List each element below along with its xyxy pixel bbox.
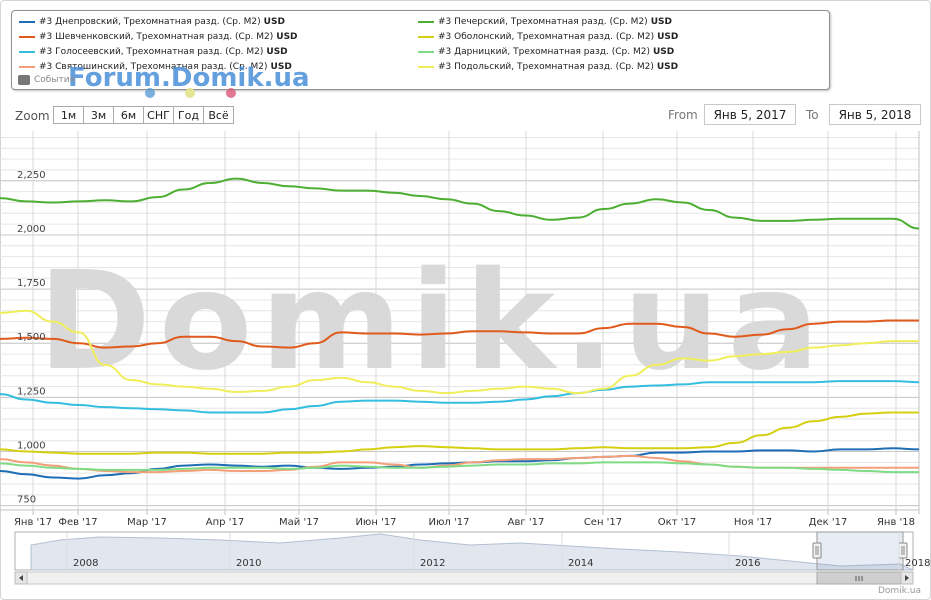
- legend-item[interactable]: #3 Днепровский, Трехомнатная разд. (Ср. …: [19, 16, 285, 28]
- logo-dot-blue: [145, 88, 155, 98]
- navigator-year-label: 2014: [568, 558, 593, 569]
- y-tick-label: 1,750: [17, 278, 46, 289]
- from-date-input[interactable]: Янв 5, 2017: [704, 104, 796, 125]
- navigator-selection[interactable]: [816, 531, 904, 571]
- legend-unit: USD: [270, 62, 292, 72]
- x-tick-label: Дек '17: [809, 517, 848, 528]
- y-axis-ticks: 750 1,000 1,250 1,500 1,750 2,000 2,250: [17, 170, 46, 506]
- legend-unit: USD: [276, 32, 298, 42]
- watermark: Domik.ua: [38, 243, 827, 401]
- credit-link[interactable]: Domik.ua: [878, 586, 921, 596]
- legend-item[interactable]: #3 Дарницкий, Трехомнатная разд. (Ср. М2…: [418, 46, 674, 58]
- legend-item[interactable]: #3 Оболонский, Трехомнатная разд. (Ср. М…: [418, 31, 678, 43]
- x-tick-label: Мар '17: [127, 517, 167, 528]
- legend-swatch: [19, 21, 35, 23]
- series-line[interactable]: [0, 177, 920, 230]
- to-label: To: [806, 108, 819, 122]
- zoom-button[interactable]: СНГ: [143, 106, 174, 124]
- legend-label: #3 Подольский, Трехомнатная разд. (Ср. М…: [438, 62, 654, 72]
- y-tick-label: 1,000: [17, 441, 46, 452]
- legend-unit: USD: [266, 47, 288, 57]
- events-label: События: [34, 75, 75, 85]
- navigator-handle-left[interactable]: [812, 542, 822, 559]
- to-date-input[interactable]: Янв 5, 2018: [829, 104, 921, 125]
- legend-unit: USD: [652, 47, 675, 57]
- x-axis-ticks: Янв '17 Фев '17 Мар '17 Апр '17 Май '17 Июн '…: [14, 510, 915, 528]
- x-tick-label: Сен '17: [584, 517, 622, 528]
- series-line[interactable]: [0, 319, 919, 349]
- from-label: From: [668, 108, 698, 122]
- logo-dot-yellow: [185, 88, 195, 98]
- legend-swatch: [19, 51, 35, 53]
- scroll-right-arrow-icon: [905, 575, 909, 581]
- navigator-year-label: 2008: [73, 558, 98, 569]
- navigator-year-label: 2016: [735, 558, 760, 569]
- legend-item[interactable]: #3 Голосеевский, Трехомнатная разд. (Ср.…: [19, 46, 288, 58]
- x-tick-label: Май '17: [279, 517, 319, 528]
- x-tick-label: Апр '17: [206, 517, 244, 528]
- y-tick-label: 1,500: [17, 332, 46, 343]
- x-tick-label: Янв '18: [877, 517, 915, 528]
- legend-label: #3 Голосеевский, Трехомнатная разд. (Ср.…: [39, 47, 264, 57]
- legend: #3 Днепровский, Трехомнатная разд. (Ср. …: [11, 10, 830, 93]
- legend-unit: USD: [656, 62, 679, 72]
- events-swatch: [18, 75, 30, 85]
- legend-label: #3 Печерский, Трехомнатная разд. (Ср. М2…: [438, 17, 648, 27]
- x-tick-label: Авг '17: [508, 517, 545, 528]
- legend-unit: USD: [263, 17, 285, 27]
- zoom-label: Zoom: [15, 109, 50, 123]
- events-toggle[interactable]: События: [18, 75, 75, 85]
- y-tick-label: 1,250: [17, 386, 46, 397]
- x-tick-label: Ноя '17: [734, 517, 772, 528]
- legend-swatch: [418, 51, 434, 53]
- series-line[interactable]: [0, 309, 919, 395]
- y-tick-label: 750: [17, 495, 36, 506]
- series-lines: [0, 177, 920, 480]
- legend-label: #3 Днепровский, Трехомнатная разд. (Ср. …: [39, 17, 261, 27]
- zoom-button[interactable]: 6м: [113, 106, 144, 124]
- navigator-series-area: [30, 533, 914, 571]
- logo-dot-red: [226, 88, 236, 98]
- navigator-year-label: 2018: [905, 558, 930, 569]
- navigator-year-label: 2010: [236, 558, 261, 569]
- legend-swatch: [418, 66, 434, 68]
- legend-unit: USD: [657, 32, 679, 42]
- navigator[interactable]: 2008 2010 2012 2014 2016 2018: [14, 531, 930, 585]
- series-line[interactable]: [0, 461, 919, 474]
- legend-swatch: [19, 66, 35, 68]
- legend-item[interactable]: #3 Печерский, Трехомнатная разд. (Ср. М2…: [418, 16, 672, 28]
- x-tick-label: Фев '17: [58, 517, 97, 528]
- scrollbar-thumb[interactable]: [816, 571, 904, 585]
- legend-label: #3 Оболонский, Трехомнатная разд. (Ср. М…: [438, 32, 655, 42]
- scrollbar-grip-icon: [855, 576, 863, 581]
- scrollbar-track[interactable]: [14, 571, 914, 585]
- zoom-button[interactable]: Год: [173, 106, 204, 124]
- x-tick-label: Окт '17: [658, 517, 696, 528]
- x-tick-label: Июн '17: [355, 517, 396, 528]
- zoom-button[interactable]: Всё: [203, 106, 234, 124]
- legend-item[interactable]: #3 Шевченковский, Трехомнатная разд. (Ср…: [19, 31, 298, 43]
- navigator-year-label: 2012: [420, 558, 445, 569]
- grid-lines: [0, 131, 920, 514]
- zoom-button[interactable]: 3м: [83, 106, 114, 124]
- legend-unit: USD: [650, 17, 672, 27]
- x-tick-label: Янв '17: [14, 517, 52, 528]
- legend-label: #3 Святошинский, Трехомнатная разд. (Ср.…: [39, 62, 268, 72]
- y-tick-label: 2,000: [17, 224, 46, 235]
- legend-swatch: [418, 21, 434, 23]
- y-tick-label: 2,250: [17, 170, 46, 181]
- x-tick-label: Июл '17: [429, 517, 470, 528]
- navigator-handle-right[interactable]: [898, 542, 908, 559]
- legend-swatch: [19, 36, 35, 38]
- legend-item[interactable]: #3 Подольский, Трехомнатная разд. (Ср. М…: [418, 61, 678, 73]
- zoom-button[interactable]: 1м: [53, 106, 84, 124]
- legend-item[interactable]: #3 Святошинский, Трехомнатная разд. (Ср.…: [19, 61, 292, 73]
- scroll-left-arrow-icon: [19, 575, 23, 581]
- legend-swatch: [418, 36, 434, 38]
- series-line[interactable]: [0, 380, 920, 414]
- legend-label: #3 Шевченковский, Трехомнатная разд. (Ср…: [39, 32, 274, 42]
- series-line[interactable]: [0, 411, 919, 455]
- legend-label: #3 Дарницкий, Трехомнатная разд. (Ср. М2…: [438, 47, 650, 57]
